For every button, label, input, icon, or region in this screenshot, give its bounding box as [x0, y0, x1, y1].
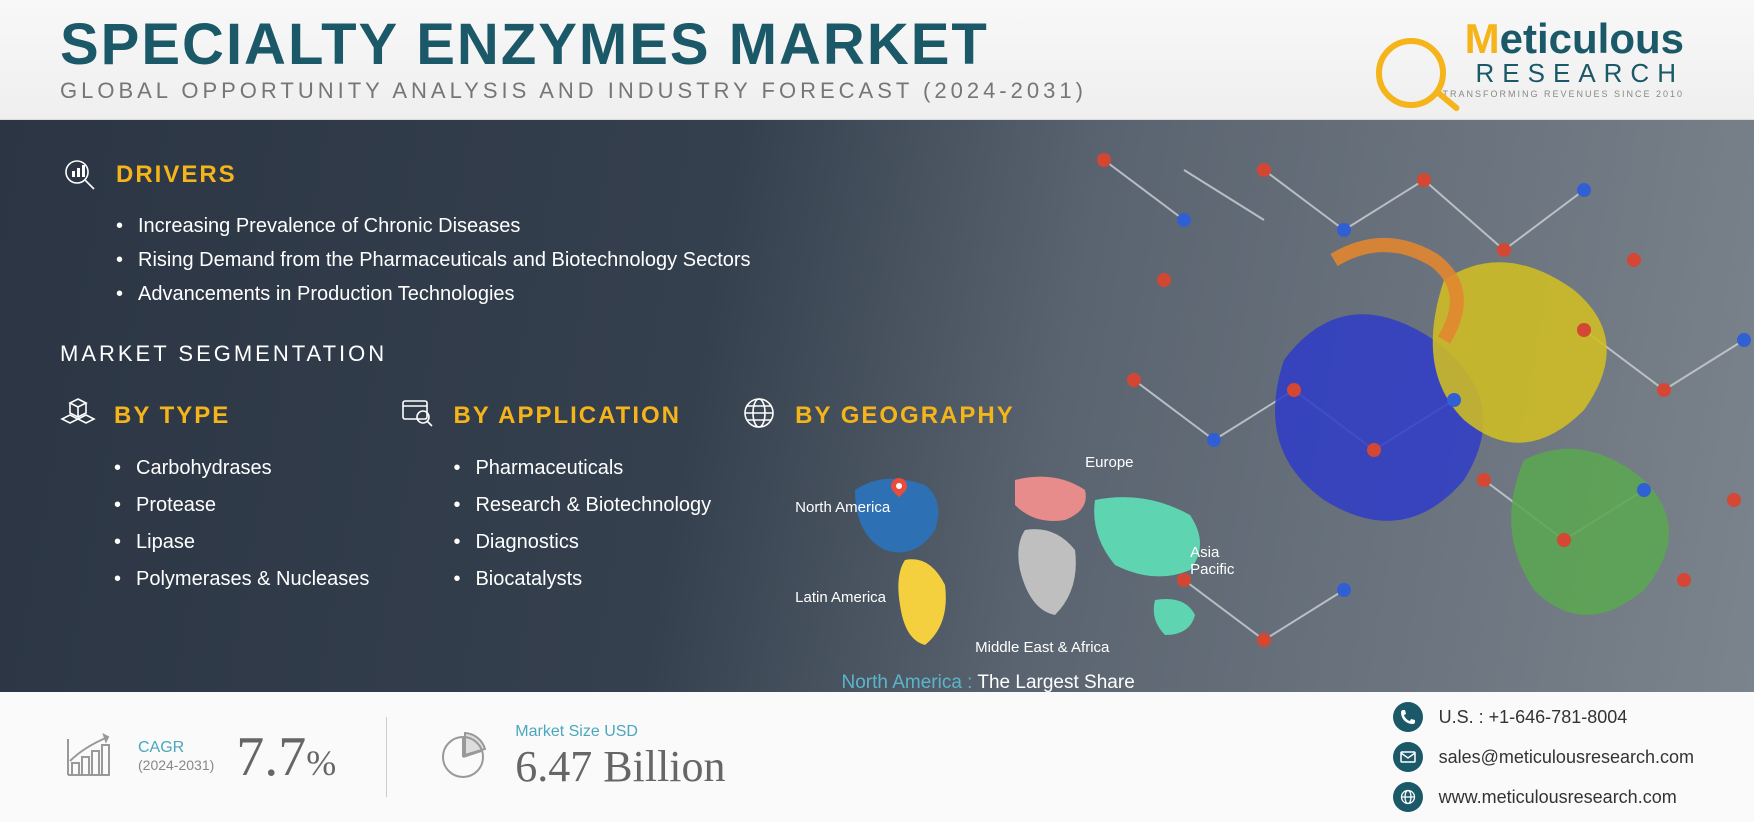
label-latin-america: Latin America [795, 590, 886, 607]
list-item: Research & Biotechnology [453, 487, 711, 524]
driver-item: Rising Demand from the Pharmaceuticals a… [116, 243, 1694, 277]
contact-block: U.S. : +1-646-781-8004 sales@meticulousr… [1393, 702, 1694, 812]
market-size-label: Market Size USD [515, 723, 725, 741]
market-size-block: Market Size USD 6.47 Billion [515, 723, 725, 792]
logo-tagline: TRANSFORMING REVENUES SINCE 2010 [1442, 89, 1684, 99]
label-north-america: North America [795, 500, 890, 517]
cagr-label: CAGR(2024-2031) [138, 739, 214, 775]
geo-note-value: The Largest Share [972, 672, 1134, 692]
list-item: Lipase [114, 524, 369, 561]
list-item: Biocatalysts [453, 561, 711, 598]
by-application-title: BY APPLICATION [453, 402, 681, 430]
by-geography-column: BY GEOGRAPHY North America Latin Ameri [741, 395, 1235, 692]
market-size-value: 6.47 Billion [515, 741, 725, 792]
label-europe: Europe [1085, 455, 1133, 472]
growth-chart-icon [60, 727, 116, 788]
logo-sub: RESEARCH [1442, 58, 1684, 89]
drivers-list: Increasing Prevalence of Chronic Disease… [116, 209, 1694, 311]
list-item: Protease [114, 487, 369, 524]
cagr-metric: CAGR(2024-2031) 7.7% [60, 725, 336, 789]
cagr-value: 7.7% [236, 725, 336, 789]
label-asia-pacific: Asia Pacific [1190, 545, 1235, 578]
geo-note-key: North America : [842, 672, 973, 692]
page-title: SPECIALTY ENZYMES MARKET [60, 16, 1442, 74]
by-application-column: BY APPLICATION Pharmaceuticals Research … [399, 395, 711, 692]
header-left: SPECIALTY ENZYMES MARKET GLOBAL OPPORTUN… [60, 16, 1442, 104]
contact-phone: U.S. : +1-646-781-8004 [1393, 702, 1694, 732]
label-mea: Middle East & Africa [975, 640, 1109, 657]
list-item: Carbohydrases [114, 450, 369, 487]
header: SPECIALTY ENZYMES MARKET GLOBAL OPPORTUN… [0, 0, 1754, 120]
by-type-title: BY TYPE [114, 402, 230, 430]
by-type-column: BY TYPE Carbohydrases Protease Lipase Po… [60, 395, 369, 692]
divider [386, 717, 387, 797]
by-application-list: Pharmaceuticals Research & Biotechnology… [453, 450, 711, 598]
contact-email: sales@meticulousresearch.com [1393, 742, 1694, 772]
contact-website: www.meticulousresearch.com [1393, 782, 1694, 812]
world-map: North America Latin America Europe Asia … [795, 450, 1235, 660]
by-type-list: Carbohydrases Protease Lipase Polymerase… [114, 450, 369, 598]
driver-item: Advancements in Production Technologies [116, 277, 1694, 311]
magnifier-icon [1376, 38, 1446, 108]
web-icon [1393, 782, 1423, 812]
globe-icon [741, 395, 777, 436]
pie-icon [437, 727, 493, 788]
driver-item: Increasing Prevalence of Chronic Disease… [116, 209, 1694, 243]
market-size-metric: Market Size USD 6.47 Billion [437, 723, 725, 792]
geography-note: North America : The Largest Share [741, 672, 1235, 692]
logo-letter: M [1465, 15, 1500, 62]
email-icon [1393, 742, 1423, 772]
list-item: Diagnostics [453, 524, 711, 561]
logo-word: eticulous [1500, 15, 1684, 62]
drivers-title: DRIVERS [116, 161, 237, 189]
infographic-container: SPECIALTY ENZYMES MARKET GLOBAL OPPORTUN… [0, 0, 1754, 822]
footer: CAGR(2024-2031) 7.7% Market Size USD 6.4… [0, 692, 1754, 822]
page-subtitle: GLOBAL OPPORTUNITY ANALYSIS AND INDUSTRY… [60, 78, 1442, 104]
screen-search-icon [399, 395, 435, 436]
brand-logo: Meticulous RESEARCH TRANSFORMING REVENUE… [1442, 20, 1694, 99]
cubes-icon [60, 395, 96, 436]
main-panel: DRIVERS Increasing Prevalence of Chronic… [0, 120, 1754, 692]
list-item: Polymerases & Nucleases [114, 561, 369, 598]
list-item: Pharmaceuticals [453, 450, 711, 487]
by-geography-title: BY GEOGRAPHY [795, 402, 1015, 430]
phone-icon [1393, 702, 1423, 732]
analytics-icon [60, 155, 100, 195]
